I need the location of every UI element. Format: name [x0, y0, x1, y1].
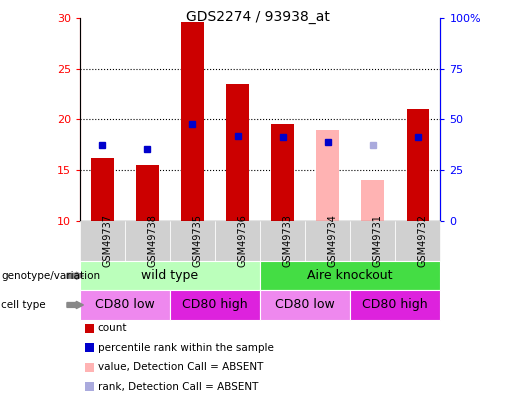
Text: GSM49733: GSM49733 [283, 215, 293, 267]
Text: wild type: wild type [142, 269, 198, 282]
Text: CD80 high: CD80 high [182, 298, 248, 311]
Bar [136, 165, 159, 221]
Text: value, Detection Call = ABSENT: value, Detection Call = ABSENT [98, 362, 263, 372]
Text: CD80 low: CD80 low [275, 298, 335, 311]
Text: rank, Detection Call = ABSENT: rank, Detection Call = ABSENT [98, 382, 258, 392]
Text: GDS2274 / 93938_at: GDS2274 / 93938_at [185, 10, 330, 24]
Text: cell type: cell type [1, 300, 46, 310]
Text: genotype/variation: genotype/variation [1, 271, 100, 281]
Text: GSM49736: GSM49736 [237, 215, 248, 267]
Text: CD80 high: CD80 high [363, 298, 428, 311]
Text: Aire knockout: Aire knockout [307, 269, 393, 282]
Text: GSM49735: GSM49735 [193, 215, 202, 267]
Bar [181, 22, 204, 221]
Text: GSM49731: GSM49731 [373, 215, 383, 267]
Text: GSM49732: GSM49732 [418, 215, 428, 267]
Bar [226, 84, 249, 221]
Text: GSM49737: GSM49737 [102, 215, 112, 267]
Bar [406, 109, 429, 221]
Text: CD80 low: CD80 low [95, 298, 155, 311]
Text: GSM49734: GSM49734 [328, 215, 338, 267]
Bar [91, 158, 114, 221]
Bar [271, 124, 294, 221]
Bar [362, 180, 384, 221]
Text: count: count [98, 324, 127, 333]
Bar [316, 130, 339, 221]
Text: percentile rank within the sample: percentile rank within the sample [98, 343, 274, 353]
Text: GSM49738: GSM49738 [147, 215, 158, 267]
